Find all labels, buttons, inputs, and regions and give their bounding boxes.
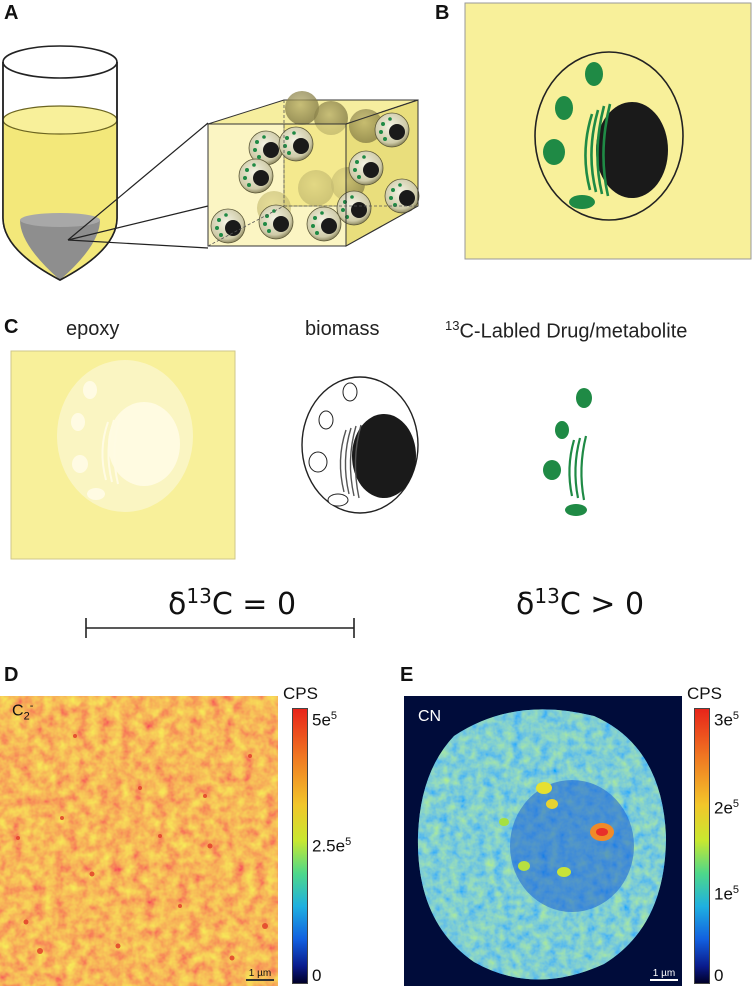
colorbar-e-tick-zero: 0 (714, 966, 724, 985)
colorbar-d-tick-mid: 2.5e5 (312, 836, 352, 856)
colorbar-e (694, 708, 710, 984)
colorbar-e-unit: CPS (687, 684, 722, 703)
delta-positive-text: C > 0 (559, 587, 645, 622)
c2-ion-sub: 2 (23, 710, 30, 723)
panel-d-letter: D (4, 664, 19, 686)
zoom-lines (67, 122, 209, 249)
colorbar-d-tick-max: 5e5 (312, 710, 338, 730)
scale-bar-e-label: 1 µm (652, 968, 676, 979)
labeled-drug-label-sup: 13 (445, 318, 460, 333)
colorbar-d-unit: CPS (283, 684, 318, 703)
range-bracket (85, 618, 355, 638)
c2-ion-base: C (12, 702, 24, 720)
colorbar-d (292, 708, 308, 984)
cn-ion-map (404, 696, 682, 986)
panel-c-letter: C (4, 316, 19, 338)
centrifuge-tube-illustration (2, 45, 118, 281)
delta-zero-sup: 13 (186, 584, 212, 608)
c2-ion-label: C2- (12, 700, 33, 723)
delta-positive-prefix: δ (516, 587, 535, 622)
scale-bar-d: 1 µm (246, 968, 274, 981)
cn-ion-label: CN (418, 708, 442, 725)
panel-e-letter: E (400, 664, 414, 686)
delta-zero-prefix: δ (168, 587, 187, 622)
biomass-illustration (301, 376, 419, 514)
labeled-drug-illustration (543, 388, 592, 516)
colorbar-e-tick-2e5: 2e5 (714, 798, 740, 818)
panel-a-letter: A (4, 2, 19, 24)
labeled-drug-label-text: C-Labled Drug/metabolite (459, 320, 688, 343)
colorbar-d-tick-zero: 0 (312, 966, 322, 985)
delta-zero-text: C = 0 (211, 587, 297, 622)
delta-positive-sup: 13 (534, 584, 560, 608)
panel-b-letter: B (435, 2, 450, 24)
single-cell-in-epoxy (464, 2, 752, 260)
epoxy-label: epoxy (66, 318, 120, 340)
colorbar-e-tick-1e5: 1e5 (714, 884, 740, 904)
colorbar-e-tick-3e5: 3e5 (714, 710, 740, 730)
scale-bar-e: 1 µm (650, 968, 678, 981)
epoxy-block-cube (207, 91, 420, 247)
delta-zero-label: δ13C = 0 (168, 584, 296, 622)
delta-positive-label: δ13C > 0 (516, 584, 644, 622)
scale-bar-d-label: 1 µm (248, 968, 272, 979)
c2-ion-sup: - (29, 700, 34, 712)
biomass-label: biomass (305, 318, 380, 340)
epoxy-block-illustration (10, 350, 236, 560)
labeled-drug-label: 13C-Labled Drug/metabolite (445, 318, 687, 344)
c2-ion-map (0, 696, 278, 986)
